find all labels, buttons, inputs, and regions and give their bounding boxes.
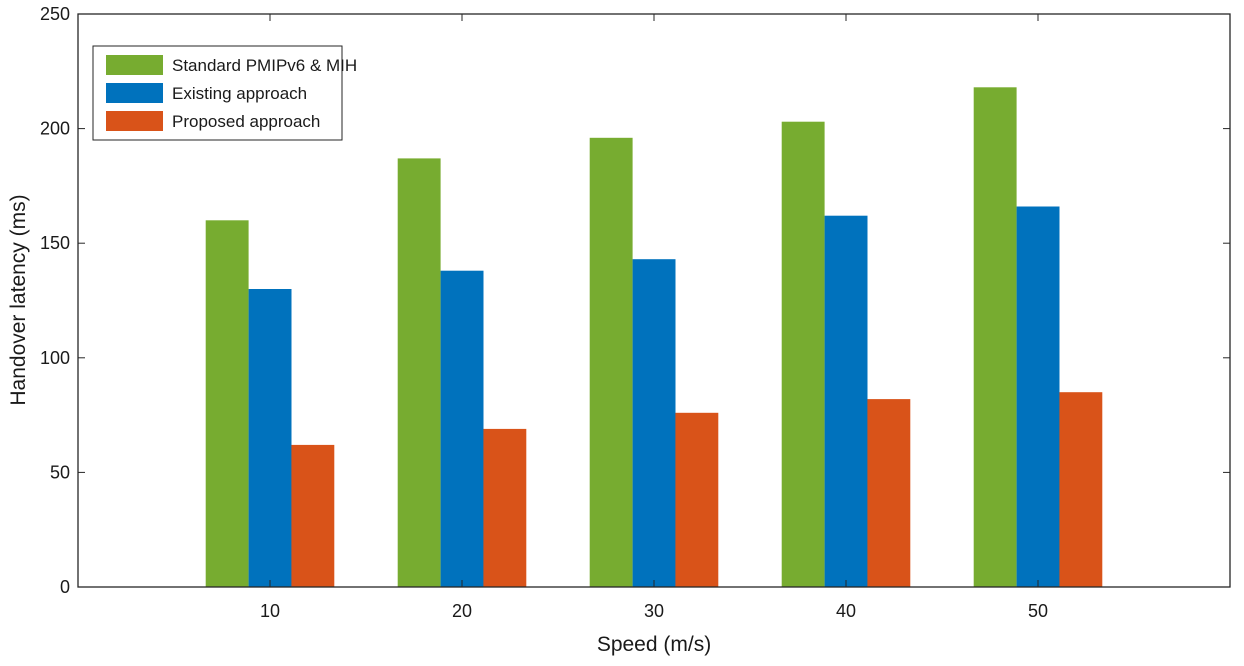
x-tick-label: 20 [452,601,472,621]
y-axis-label: Handover latency (ms) [7,194,30,405]
x-tick-label: 50 [1028,601,1048,621]
bar-proposed-approach-30 [675,412,719,587]
legend-swatch-1 [106,83,163,103]
bar-standard-pmipv6-mih-30 [589,137,633,588]
bar-standard-pmipv6-mih-50 [973,87,1017,588]
bar-standard-pmipv6-mih-40 [781,121,825,587]
bar-existing-approach-30 [632,259,676,587]
y-tick-label: 200 [40,119,70,139]
x-tick-label: 40 [836,601,856,621]
bar-standard-pmipv6-mih-10 [205,220,249,588]
legend-swatch-2 [106,111,163,131]
bar-existing-approach-50 [1016,206,1060,587]
bar-existing-approach-20 [440,270,484,587]
legend-swatch-0 [106,55,163,75]
bar-proposed-approach-10 [291,444,335,587]
plot-frame [77,13,1231,588]
bars-group [205,87,1103,588]
legend-label-0: Standard PMIPv6 & MIH [172,56,357,75]
ticks-group: 10 20 30 40 50 0 50 100 150 200 250 [40,4,1230,621]
legend-label-1: Existing approach [172,84,307,103]
y-tick-label: 150 [40,233,70,253]
y-tick-label: 50 [50,462,70,482]
bar-existing-approach-40 [824,215,868,587]
bar-proposed-approach-20 [483,428,527,587]
x-axis-label: Speed (m/s) [597,633,711,656]
bar-proposed-approach-40 [867,399,911,587]
y-tick-label: 100 [40,348,70,368]
x-tick-label: 30 [644,601,664,621]
bar-proposed-approach-50 [1059,392,1103,587]
bar-standard-pmipv6-mih-20 [397,158,441,587]
y-tick-label: 250 [40,4,70,24]
y-tick-label: 0 [60,577,70,597]
legend-items: Standard PMIPv6 & MIH Existing approach Pr… [106,55,357,131]
legend-label-2: Proposed approach [172,112,320,131]
bar-existing-approach-10 [248,289,292,587]
legend: Standard PMIPv6 & MIH Existing approach Pr… [92,45,357,141]
x-tick-label: 10 [260,601,280,621]
